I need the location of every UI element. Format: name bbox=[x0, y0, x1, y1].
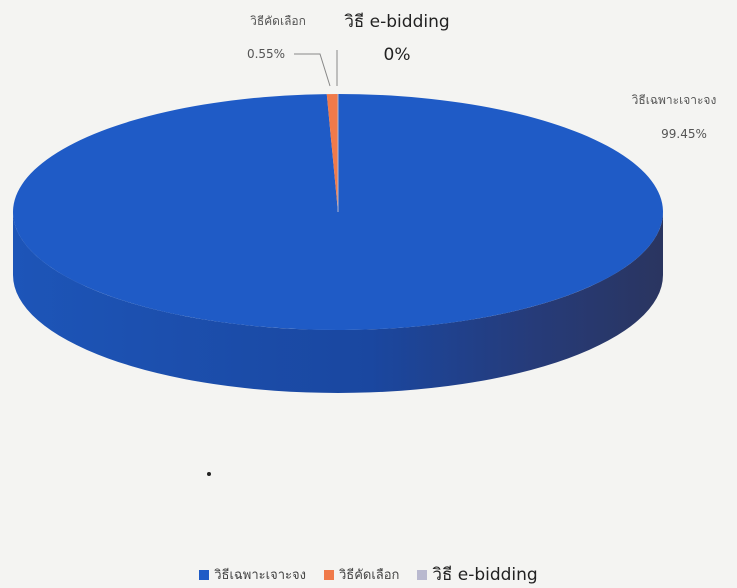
legend-item-vidiforpraw: วิธีเฉพาะเจาะจง bbox=[199, 561, 306, 588]
legend-label: วิธีเฉพาะเจาะจง bbox=[214, 568, 306, 583]
label-value-ebidding: 0% bbox=[384, 45, 411, 65]
stray-dot bbox=[207, 472, 211, 476]
label-value-vidiforpraw: 99.45% bbox=[661, 127, 707, 141]
legend-label: วิธี e-bidding bbox=[432, 565, 538, 585]
legend-swatch-orange bbox=[323, 569, 334, 580]
label-name-ebidding: วิธี e-bidding bbox=[344, 12, 450, 32]
leader-line-vidikaddiluek bbox=[294, 53, 331, 87]
label-value-vidikaddiluek: 0.55% bbox=[247, 47, 285, 61]
chart-legend: วิธีเฉพาะเจาะจง วิธีคัดเลือก วิธี e-bidd… bbox=[0, 561, 737, 588]
slice-vidikaddiluek bbox=[326, 94, 338, 212]
legend-swatch-blue bbox=[199, 569, 210, 580]
legend-swatch-gray bbox=[417, 569, 428, 580]
label-name-vidikaddiluek: วิธีคัดเลือก bbox=[250, 14, 306, 28]
legend-item-vidikaddiluek: วิธีคัดเลือก bbox=[323, 561, 400, 588]
legend-label: วิธีคัดเลือก bbox=[338, 568, 400, 583]
pie-side-wall bbox=[13, 212, 663, 393]
legend-item-ebidding: วิธี e-bidding bbox=[417, 561, 538, 588]
label-name-vidiforpraw: วิธีเฉพาะเจาะจง bbox=[631, 93, 716, 107]
